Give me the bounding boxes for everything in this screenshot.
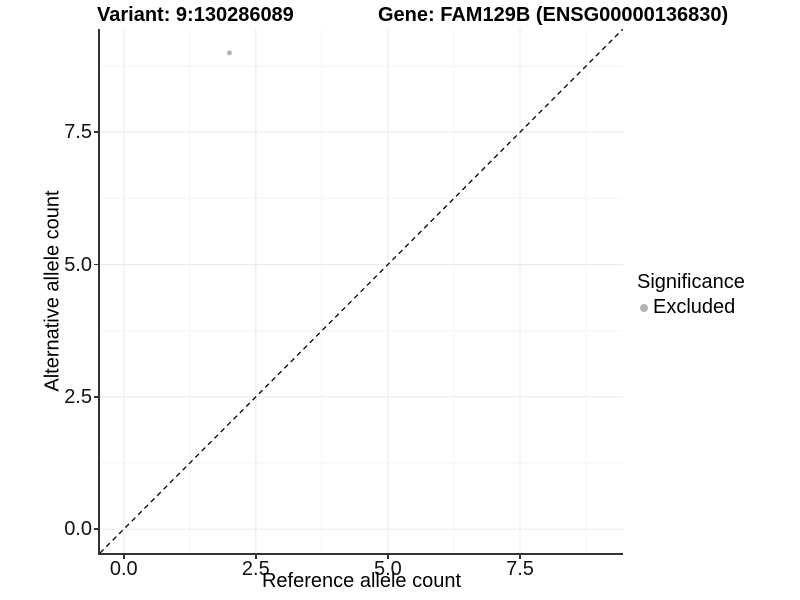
x-tick-mark (519, 554, 521, 560)
x-tick-label: 0.0 (109, 558, 138, 580)
y-tick-label: 5.0 (64, 253, 92, 276)
legend: Significance Excluded (637, 271, 745, 319)
plot-panel (100, 29, 623, 553)
legend-key-dot-icon (640, 303, 648, 312)
y-tick-label: 2.5 (64, 385, 92, 408)
y-axis-line (98, 29, 101, 555)
plot-title-variant: Variant: 9:130286089 (97, 4, 294, 26)
y-tick-mark (93, 528, 99, 530)
y-tick-label: 0.0 (64, 518, 92, 541)
y-tick-mark (93, 396, 99, 398)
data-point (226, 50, 232, 56)
y-tick-mark (93, 263, 99, 266)
x-axis-title: Reference allele count (261, 570, 461, 592)
y-axis-title: Alternative allele count (41, 190, 64, 392)
legend-title: Significance (637, 271, 745, 293)
y-tick-label: 7.5 (64, 121, 92, 144)
plot-area-svg (100, 29, 623, 553)
y-tick-mark (93, 131, 99, 133)
x-tick-mark (122, 554, 125, 560)
x-tick-label: 2.5 (241, 558, 270, 580)
plot-title-gene: Gene: FAM129B (ENSG00000136830) (378, 4, 729, 26)
x-tick-mark (255, 554, 257, 560)
x-tick-label: 5.0 (374, 558, 402, 580)
x-axis-line (98, 553, 624, 555)
legend-item-label: Excluded (653, 296, 736, 318)
identity-line (100, 29, 623, 553)
x-tick-mark (387, 554, 389, 560)
x-tick-label: 7.5 (506, 558, 534, 580)
legend-item-excluded: Excluded (637, 296, 745, 319)
